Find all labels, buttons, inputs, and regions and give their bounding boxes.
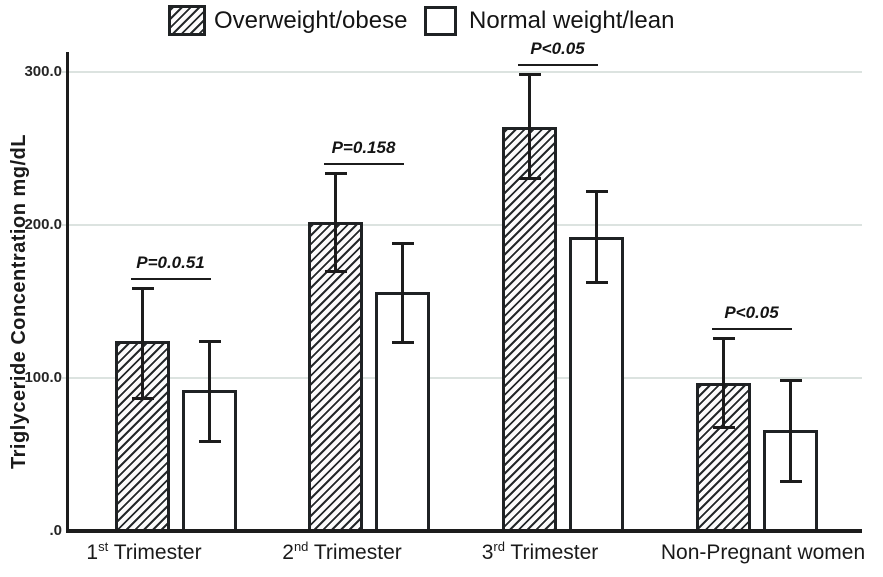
error-cap-top-hatched-group2 [324, 171, 347, 175]
y-tick-label-1: 200.0 [24, 216, 62, 233]
error-cap-top-plain-group2 [391, 242, 414, 246]
x-axis-label-group2: 2nd Trimester [212, 539, 472, 565]
p-value-label-group1: P=0.0.51 [136, 252, 205, 272]
error-cap-bottom-hatched-group3 [518, 177, 541, 181]
p-value-line-group1 [130, 277, 211, 280]
bar-plain-group3 [569, 237, 624, 533]
p-value-label-group3: P<0.05 [530, 38, 585, 58]
gridline-300 [62, 71, 862, 73]
error-cap-bottom-plain-group2 [391, 340, 414, 344]
error-cap-top-hatched-group1 [131, 286, 154, 290]
gridline-100 [62, 377, 862, 379]
p-value-line-group3 [517, 63, 598, 66]
error-cap-top-plain-group1 [198, 340, 221, 344]
x-axis-label-group3: 3rd Trimester [410, 539, 670, 565]
error-bar-plain-group4 [789, 379, 792, 483]
error-bar-plain-group3 [595, 191, 598, 284]
x-label-superscript: st [98, 539, 109, 554]
bar-hatched-group3 [502, 127, 557, 533]
x-axis-label-group4: Non-Pregnant women [633, 541, 883, 565]
x-label-text: Trimester [308, 541, 402, 564]
x-label-text: 1 [86, 541, 99, 564]
error-bar-plain-group2 [401, 243, 404, 343]
x-label-text: Trimester [504, 541, 599, 564]
error-bar-hatched-group3 [528, 73, 531, 180]
gridline-200 [62, 224, 862, 226]
legend-label-overweight: Overweight/obese [214, 7, 408, 34]
error-cap-top-plain-group3 [585, 190, 608, 194]
x-label-text: 2 [282, 541, 294, 564]
error-cap-top-plain-group4 [779, 378, 802, 382]
error-cap-top-hatched-group4 [712, 337, 735, 341]
y-axis-line [66, 52, 69, 533]
error-bar-plain-group1 [208, 341, 211, 443]
error-cap-bottom-hatched-group4 [712, 426, 735, 430]
x-label-text: 3 [481, 541, 494, 564]
x-label-text: Non-Pregnant women [660, 541, 866, 564]
x-label-superscript: nd [293, 539, 309, 554]
legend-swatch-hatched-icon [168, 5, 206, 36]
p-value-label-group4: P<0.05 [724, 303, 779, 323]
p-value-line-group4 [711, 328, 792, 331]
error-cap-bottom-hatched-group1 [131, 397, 154, 401]
error-bar-hatched-group4 [722, 338, 725, 429]
y-tick-label-0: 300.0 [24, 63, 62, 80]
legend-label-normal: Normal weight/lean [469, 7, 675, 34]
y-tick-label-2: 100.0 [24, 369, 62, 386]
error-cap-bottom-hatched-group2 [324, 270, 347, 274]
error-bar-hatched-group2 [334, 172, 337, 273]
legend-swatch-plain-icon [424, 6, 457, 36]
y-axis-title: Triglyceride Concentration mg/dL [7, 134, 30, 469]
error-bar-hatched-group1 [141, 287, 144, 400]
x-label-superscript: rd [493, 539, 505, 554]
x-axis-label-group1: 1st Trimester [14, 539, 274, 565]
error-cap-bottom-plain-group3 [585, 281, 608, 285]
p-value-label-group2: P=0.158 [331, 137, 396, 157]
error-cap-bottom-plain-group4 [779, 480, 802, 484]
error-cap-top-hatched-group3 [518, 72, 541, 76]
y-tick-label-3: .0 [49, 522, 62, 539]
p-value-line-group2 [323, 162, 404, 165]
error-cap-bottom-plain-group1 [198, 440, 221, 444]
x-label-text: Trimester [108, 541, 202, 564]
x-axis-line [66, 529, 862, 533]
